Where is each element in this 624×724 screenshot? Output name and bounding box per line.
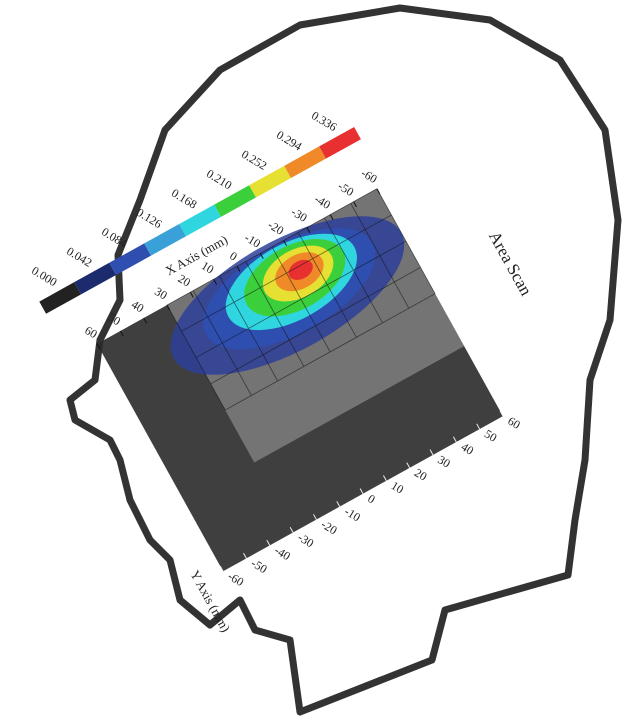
grid-line [224, 293, 436, 411]
y-tick [289, 526, 294, 533]
colorbar-cell [179, 204, 221, 237]
colorbar-cell [249, 165, 291, 198]
y-tick [266, 539, 271, 546]
grid-line [210, 267, 421, 385]
colorbar-cell [284, 146, 326, 179]
colorbar-cell [319, 127, 361, 159]
colorbar-cell [109, 243, 152, 276]
y-tick-label: 60 [505, 414, 522, 432]
x-tick-label: 40 [129, 297, 146, 315]
grid-line [195, 240, 407, 358]
y-tick-label: 20 [412, 465, 429, 483]
y-tick-label: 10 [389, 478, 406, 496]
colorbar-cell [39, 282, 82, 314]
x-tick [143, 317, 148, 324]
x-tick [213, 278, 217, 285]
y-tick-label: -40 [272, 543, 293, 563]
x-tick-label: -60 [359, 166, 380, 186]
x-tick [236, 266, 241, 272]
x-tick [119, 330, 124, 337]
y-tick-label: 40 [459, 440, 476, 458]
y-tick-label: -20 [319, 517, 340, 537]
y-tick [219, 565, 224, 572]
scan-area [97, 188, 503, 572]
x-tick-label: -50 [335, 179, 356, 199]
figure-title: Area Scan [485, 228, 536, 299]
x-tick-label: 30 [152, 284, 169, 302]
y-tick [406, 462, 411, 469]
grid [166, 188, 436, 411]
y-tick-label: 50 [482, 427, 499, 445]
head-outline [66, 4, 622, 716]
x-tick-label: -10 [242, 230, 263, 250]
x-tick [96, 343, 101, 350]
y-tick-label: -30 [295, 530, 316, 550]
y-tick [429, 449, 434, 456]
colorbar-cell [74, 262, 117, 295]
x-tick-label: 20 [176, 271, 193, 289]
y-tick-label: 30 [435, 452, 452, 470]
y-tick [383, 475, 387, 482]
x-tick [353, 201, 357, 208]
x-tick-label: -20 [265, 218, 286, 238]
heat-level [288, 259, 313, 280]
y-tick-label: -50 [249, 556, 270, 576]
colorbar-label: 0.042 [64, 244, 94, 270]
y-tick [499, 410, 504, 417]
colorbar-label: 0.210 [204, 166, 234, 192]
y-tick-label: -60 [225, 569, 246, 589]
x-tick [259, 253, 264, 259]
colorbar-label: 0.168 [169, 186, 199, 212]
x-tick-label: 10 [199, 258, 216, 276]
x-tick-label: 0 [227, 249, 239, 264]
colorbar-cell [214, 185, 256, 217]
x-tick-label: -30 [289, 205, 310, 225]
colorbar-label: 0.126 [134, 205, 164, 231]
x-tick [283, 240, 287, 246]
grid-line [166, 188, 378, 306]
y-tick [336, 501, 341, 507]
colorbar-label: 0.336 [309, 108, 339, 134]
colorbar-label: 0.000 [29, 263, 59, 289]
colorbar-label: 0.294 [274, 128, 304, 154]
y-tick [313, 514, 317, 520]
scan-group: Area Scan X Axis (mm) Y Axis (mm) 0.0000… [29, 108, 536, 634]
x-tick [329, 214, 334, 221]
y-tick-label: 0 [365, 491, 377, 506]
grid-line [181, 214, 392, 332]
x-tick [376, 188, 381, 195]
colorbar-label: 0.252 [239, 147, 269, 173]
y-tick [476, 423, 481, 430]
y-tick [359, 488, 364, 494]
x-tick [189, 291, 194, 298]
colorbar-cell [144, 223, 187, 256]
x-tick [306, 227, 311, 234]
y-tick-label: -10 [342, 504, 363, 524]
y-tick [243, 552, 247, 559]
x-tick-label: -40 [312, 192, 333, 212]
x-tick [166, 304, 171, 311]
y-tick [452, 436, 457, 443]
